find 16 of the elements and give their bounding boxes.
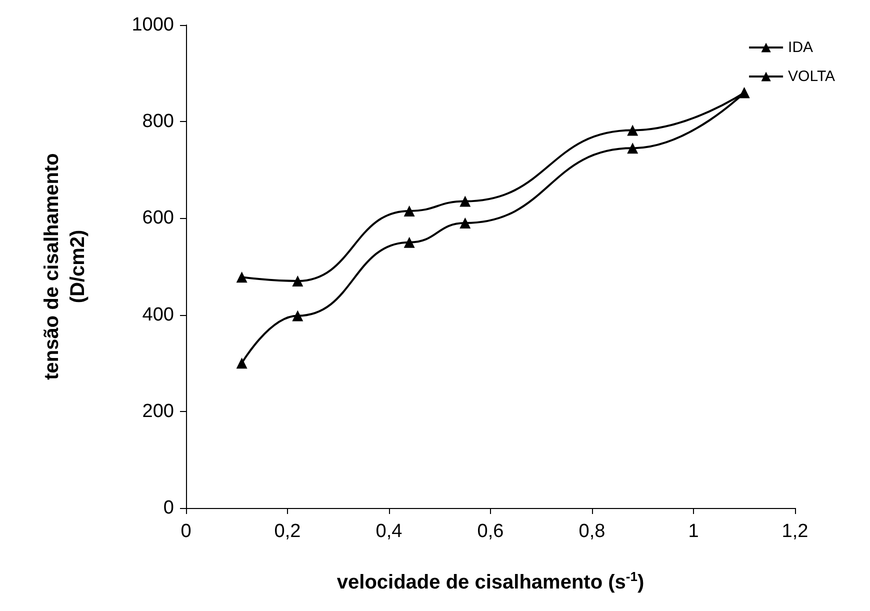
y-tick-label: 0 [163,498,174,518]
y-tick-label: 400 [142,304,174,326]
x-tick-label: 0,2 [274,521,301,542]
y-axis-title: tensão de cisalhamento (D/cm2) [41,153,89,380]
x-tick-label: 0,6 [477,521,504,542]
y-tick-label: 800 [142,111,174,132]
x-tick-label: 0,8 [578,521,606,542]
y-tick-label: 1000 [132,14,174,36]
legend-label: VOLTA [788,68,836,85]
y-tick-label: 600 [142,208,174,229]
legend-label: IDA [788,39,814,56]
y-tick-label: 200 [142,400,174,422]
x-tick-label: 1,2 [782,521,808,542]
x-tick-label: 1 [688,521,699,542]
x-tick-label: 0,4 [376,521,403,542]
x-tick-label: 0 [180,521,192,542]
